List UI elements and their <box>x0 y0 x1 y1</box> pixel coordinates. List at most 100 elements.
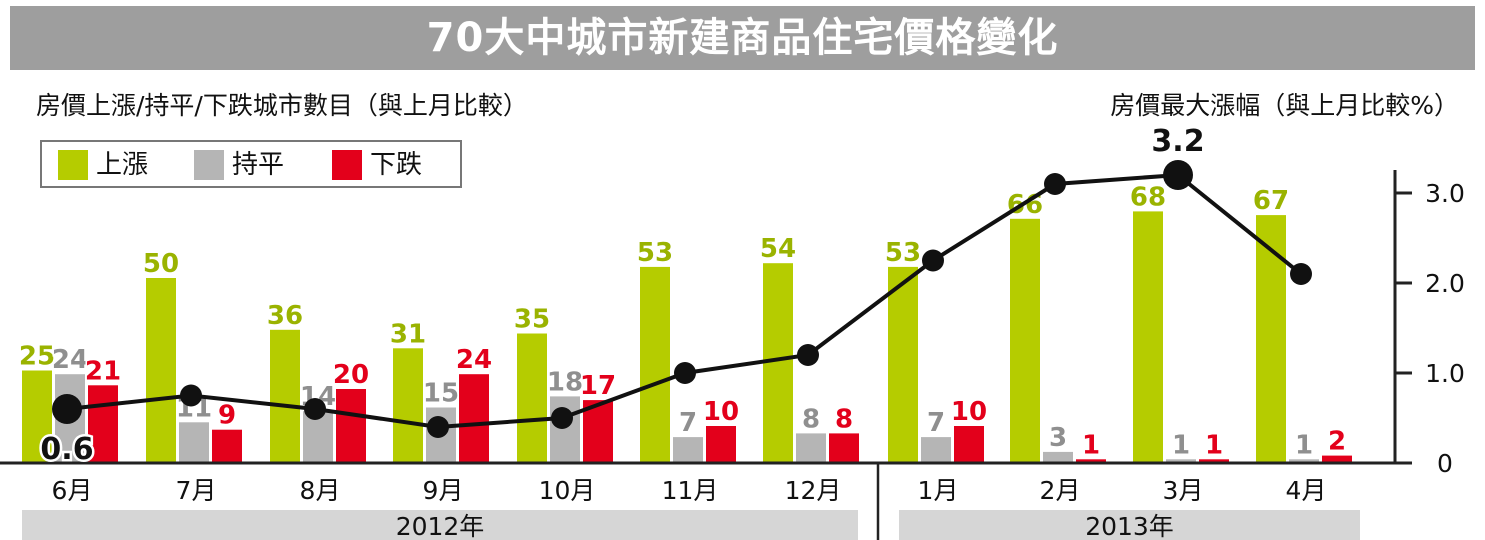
bar-label-up-6: 54 <box>760 234 796 264</box>
bar-flat-9 <box>1166 459 1196 463</box>
bar-label-up-9: 68 <box>1130 182 1166 212</box>
bar-label-down-2: 20 <box>333 360 369 390</box>
bar-down-1 <box>212 429 242 463</box>
x-tick-label-3: 9月 <box>423 476 464 505</box>
legend-label-up: 上漲 <box>96 150 149 180</box>
bar-label-down-8: 1 <box>1082 430 1100 460</box>
legend-swatch-down <box>332 150 362 180</box>
bar-label-up-5: 53 <box>637 238 673 268</box>
x-tick-label-4: 10月 <box>539 476 596 505</box>
bar-label-down-4: 17 <box>580 371 616 401</box>
x-tick-label-8: 2月 <box>1040 476 1081 505</box>
bar-label-up-2: 36 <box>267 301 303 331</box>
legend-item-flat: 持平 <box>194 150 284 180</box>
right-axis-tick-label-3: 0 <box>1437 449 1453 478</box>
bar-down-5 <box>706 426 736 463</box>
bar-flat-5 <box>673 437 703 463</box>
bar-label-flat-4: 18 <box>547 367 583 397</box>
line-point-7 <box>922 249 944 272</box>
legend-swatch-up <box>58 150 88 180</box>
x-tick-label-9: 3月 <box>1163 476 1204 505</box>
bar-label-down-9: 1 <box>1205 430 1223 460</box>
bar-down-10 <box>1322 455 1352 463</box>
bar-up-5 <box>640 266 670 463</box>
x-tick-label-2: 8月 <box>300 476 341 505</box>
line-point-6 <box>797 344 819 366</box>
bar-up-2 <box>270 329 300 463</box>
bar-flat-6 <box>796 433 826 463</box>
bar-label-up-7: 53 <box>885 238 921 268</box>
bar-up-7 <box>888 266 918 463</box>
line-point-8 <box>1044 173 1066 195</box>
bar-down-8 <box>1076 459 1106 463</box>
year-band-0 <box>22 510 858 540</box>
line-point-3 <box>427 416 449 438</box>
bar-up-0 <box>22 370 52 463</box>
chart-title: 70大中城市新建商品住宅價格變化 <box>426 15 1059 61</box>
bar-label-up-4: 35 <box>514 305 550 335</box>
bar-down-3 <box>459 374 489 463</box>
line-point-10 <box>1290 263 1312 285</box>
legend-label-flat: 持平 <box>232 150 285 180</box>
bar-label-up-1: 50 <box>143 249 179 279</box>
bar-down-0 <box>88 385 118 463</box>
line-point-label-0: 0.6 <box>40 432 93 467</box>
right-axis-tick-label-2: 1.0 <box>1425 359 1465 388</box>
bar-label-down-0: 21 <box>85 356 121 386</box>
legend: 上漲 持平 下跌 <box>40 140 462 188</box>
right-axis-subtitle: 房價最大漲幅（與上月比較%） <box>1110 91 1459 120</box>
bar-label-flat-7: 7 <box>927 408 945 438</box>
bar-label-down-1: 9 <box>218 401 236 431</box>
bar-down-2 <box>336 389 366 463</box>
left-axis-subtitle: 房價上漲/持平/下跌城市數目（與上月比較） <box>36 91 528 120</box>
bar-flat-4 <box>550 396 580 463</box>
bar-flat-8 <box>1043 451 1073 463</box>
bar-up-6 <box>763 263 793 463</box>
bar-up-4 <box>517 333 547 463</box>
bar-label-down-6: 8 <box>835 404 853 434</box>
bar-down-7 <box>954 426 984 463</box>
right-axis-tick-label-0: 3.0 <box>1425 179 1465 208</box>
x-tick-label-10: 4月 <box>1286 476 1327 505</box>
x-tick-label-0: 6月 <box>52 476 93 505</box>
bar-label-flat-8: 3 <box>1049 423 1067 453</box>
bar-up-8 <box>1010 218 1040 463</box>
title-bar: 70大中城市新建商品住宅價格變化 <box>10 6 1475 70</box>
line-point-4 <box>551 407 573 429</box>
x-tick-label-1: 7月 <box>176 476 217 505</box>
bar-label-flat-6: 8 <box>802 404 820 434</box>
right-axis-tick-label-1: 2.0 <box>1425 269 1465 298</box>
bar-flat-2 <box>303 411 333 463</box>
bar-label-down-10: 2 <box>1328 427 1346 457</box>
line-point-0 <box>52 394 82 424</box>
year-label-0: 2012年 <box>396 512 485 540</box>
bar-label-flat-5: 7 <box>679 408 697 438</box>
bar-down-9 <box>1199 459 1229 463</box>
x-tick-label-6: 12月 <box>785 476 842 505</box>
bar-flat-7 <box>921 437 951 463</box>
bar-label-up-0: 25 <box>19 342 55 372</box>
year-band-1 <box>899 510 1360 540</box>
line-point-label-9: 3.2 <box>1151 124 1204 159</box>
year-label-1: 2013年 <box>1085 512 1174 540</box>
line-point-9 <box>1163 160 1193 190</box>
bar-up-9 <box>1133 211 1163 463</box>
bar-label-flat-3: 15 <box>423 379 459 409</box>
legend-label-down: 下跌 <box>370 150 423 180</box>
x-tick-label-7: 1月 <box>918 476 959 505</box>
bar-label-down-5: 10 <box>703 397 739 427</box>
line-point-5 <box>674 362 696 384</box>
bar-label-flat-9: 1 <box>1172 430 1190 460</box>
x-tick-label-5: 11月 <box>662 476 719 505</box>
bar-flat-1 <box>179 422 209 463</box>
line-point-1 <box>180 384 202 407</box>
bar-up-1 <box>146 278 176 463</box>
legend-item-up: 上漲 <box>58 150 148 180</box>
legend-item-down: 下跌 <box>332 150 422 180</box>
bar-label-up-10: 67 <box>1253 186 1289 216</box>
bar-label-down-7: 10 <box>951 397 987 427</box>
bar-label-up-3: 31 <box>390 319 426 349</box>
legend-swatch-flat <box>194 150 224 180</box>
bar-flat-10 <box>1289 459 1319 463</box>
